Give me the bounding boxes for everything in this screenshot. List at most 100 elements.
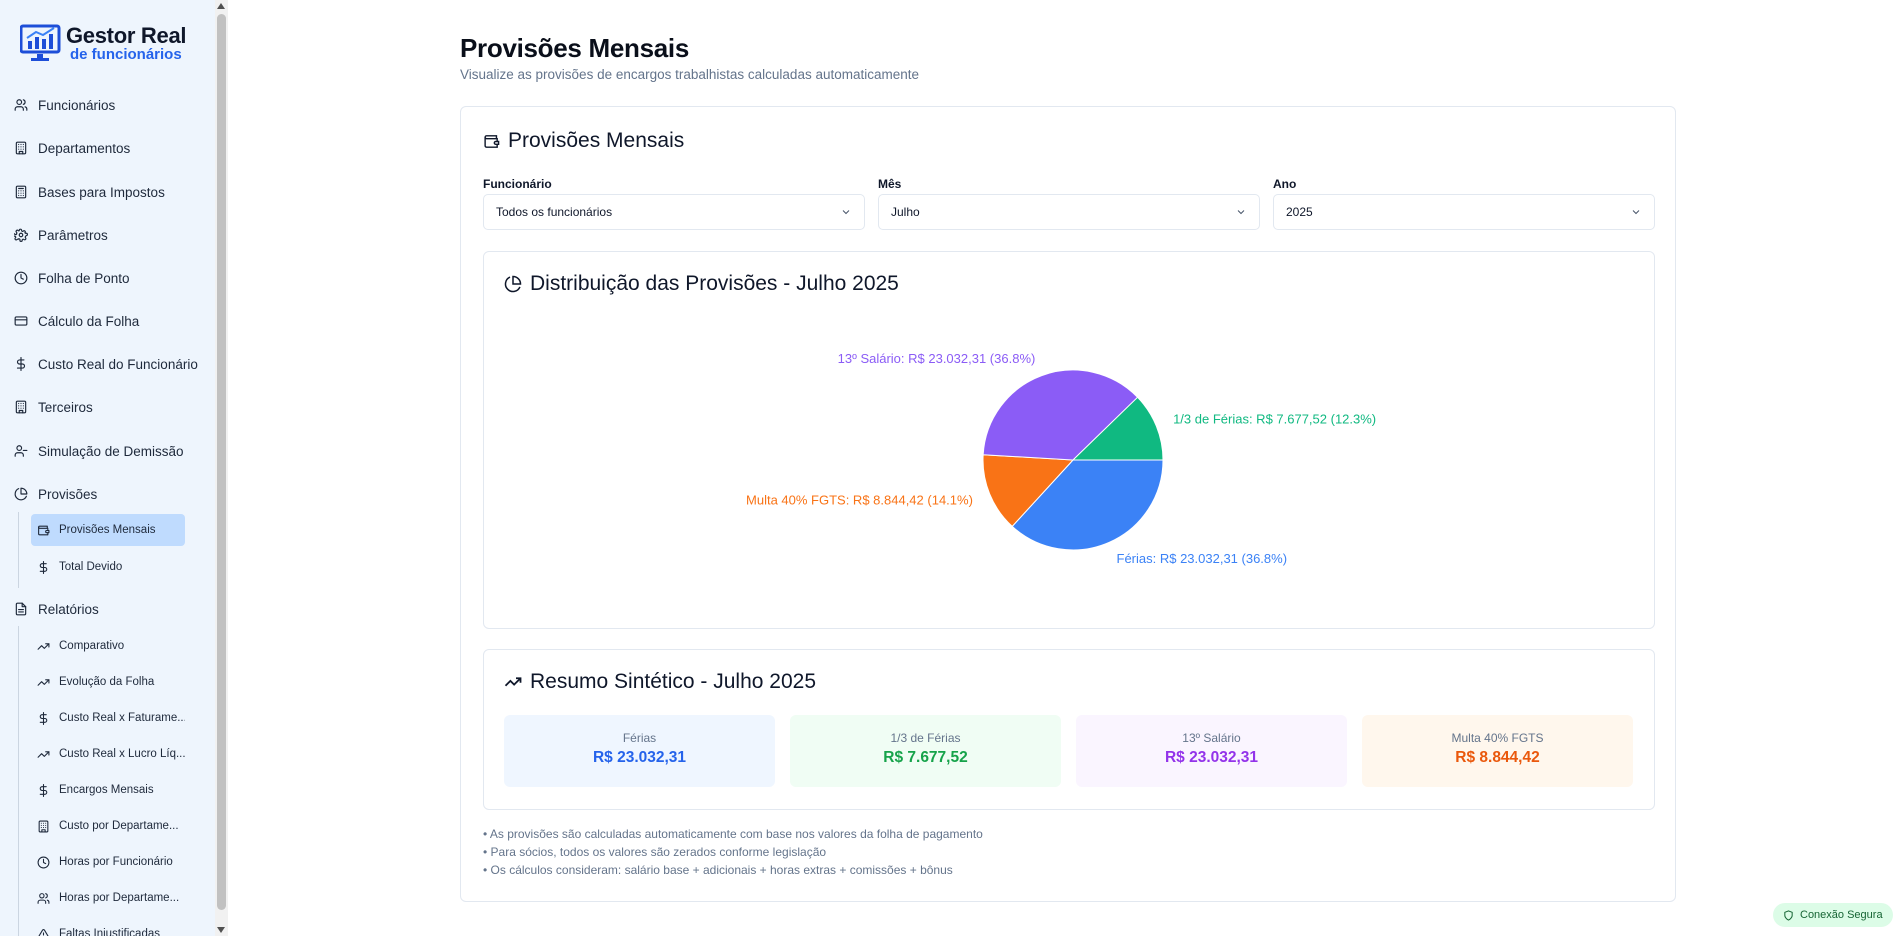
sidebar-subitem-label: Faltas Injustificadas	[59, 928, 160, 936]
sidebar-item-label: Funcionários	[38, 97, 116, 113]
summary-section: Resumo Sintético - Julho 2025 Férias R$ 2…	[483, 649, 1655, 810]
scroll-down-arrow[interactable]	[217, 927, 225, 933]
chevron-down-icon	[1237, 210, 1245, 215]
scroll-up-arrow[interactable]	[217, 3, 225, 9]
sidebar-subitem-custo-real-x-faturame[interactable]: Custo Real x Faturame...	[31, 702, 185, 734]
chevron-down-icon	[1632, 210, 1640, 215]
wallet-icon	[484, 134, 500, 148]
secure-connection-badge: Conexão Segura	[1773, 903, 1893, 927]
sidebar-subitem-label: Provisões Mensais	[59, 524, 156, 536]
trend-icon	[37, 642, 50, 650]
sidebar-subitem-provisoes-mensais[interactable]: Provisões Mensais	[31, 514, 185, 546]
sidebar-item-terceiros[interactable]: Terceiros	[14, 394, 93, 420]
sidebar-item-provisoes[interactable]: Provisões	[14, 481, 97, 507]
funcionario-select-value: Todos os funcionários	[496, 205, 613, 219]
sidebar-subitem-label: Custo Real x Faturame...	[59, 712, 185, 724]
chevron-down-icon	[842, 210, 850, 215]
pie-slice-1-3-de-ferias[interactable]	[1071, 396, 1164, 461]
shield-icon	[1784, 909, 1793, 921]
secure-connection-text: Conexão Segura	[1800, 909, 1883, 921]
summary-tile-value: R$ 7.677,52	[883, 749, 968, 766]
funcionario-label: Funcionário	[483, 177, 552, 191]
sidebar-subitem-faltas-injustificadas[interactable]: Faltas Injustificadas	[31, 918, 185, 936]
building-icon	[38, 820, 49, 832]
note-line: • Para sócios, todos os valores são zera…	[483, 845, 827, 859]
sidebar-subitem-total-devido[interactable]: Total Devido	[31, 551, 185, 583]
scroll-thumb[interactable]	[217, 14, 226, 910]
sidebar-scrollbar[interactable]	[215, 0, 228, 936]
sidebar-subitem-comparativo[interactable]: Comparativo	[31, 630, 185, 662]
users-icon	[14, 99, 28, 111]
page-title: Provisões Mensais	[460, 33, 690, 63]
summary-tile-value: R$ 23.032,31	[592, 749, 687, 766]
ano-select-value: 2025	[1286, 205, 1313, 219]
wallet-icon	[38, 525, 50, 535]
sidebar-item-custo-real-do-funcionario[interactable]: Custo Real do Funcionário	[14, 351, 198, 377]
dollar-icon	[39, 560, 48, 574]
sidebar-item-label: Custo Real do Funcionário	[38, 356, 198, 372]
summary-title: Resumo Sintético - Julho 2025	[504, 670, 816, 694]
summary-tile-1-3-de-ferias: 1/3 de Férias R$ 7.677,52	[790, 715, 1061, 787]
monitor-chart-icon	[20, 24, 61, 61]
sidebar-subitem-custo-por-departame[interactable]: Custo por Departame...	[31, 810, 185, 842]
brand-tagline: de funcionários	[70, 45, 182, 63]
mes-select-value: Julho	[891, 205, 920, 219]
pie-icon	[14, 487, 28, 501]
mes-select[interactable]: Julho	[878, 194, 1260, 230]
sidebar-subitem-encargos-mensais[interactable]: Encargos Mensais	[31, 774, 185, 806]
pie-slice-ferias[interactable]	[1011, 459, 1164, 551]
trending-up-icon	[504, 677, 522, 687]
funcionario-select[interactable]: Todos os funcionários	[483, 194, 865, 230]
submenu-divider	[18, 626, 19, 936]
sidebar: Gestor Real de funcionários Funcionários…	[0, 0, 215, 936]
ano-label: Ano	[1273, 177, 1297, 191]
sidebar-item-label: Simulação de Demissão	[38, 443, 184, 459]
clock-icon	[37, 856, 50, 868]
pie-slice-multa-40-fgts[interactable]	[982, 454, 1075, 528]
dollar-icon	[39, 711, 48, 725]
sidebar-item-parametros[interactable]: Parâmetros	[14, 222, 108, 248]
distribution-section: Distribuição das Provisões - Julho 2025 …	[483, 251, 1655, 629]
brand-logo[interactable]: Gestor Real de funcionários	[20, 22, 187, 63]
sidebar-item-label: Relatórios	[38, 601, 99, 617]
sidebar-subitem-label: Encargos Mensais	[59, 784, 154, 796]
pie-label-1-3-de-ferias: 1/3 de Férias: R$ 7.677,52 (12.3%)	[1173, 411, 1376, 426]
sidebar-item-folha-de-ponto[interactable]: Folha de Ponto	[14, 265, 130, 291]
sidebar-subitem-horas-por-departame[interactable]: Horas por Departame...	[31, 882, 185, 914]
distribution-title: Distribuição das Provisões - Julho 2025	[504, 272, 899, 296]
sidebar-item-simulacao-de-demissao[interactable]: Simulação de Demissão	[14, 438, 184, 464]
sidebar-subitem-label: Horas por Funcionário	[59, 856, 173, 868]
summary-title-text: Resumo Sintético - Julho 2025	[530, 670, 816, 693]
pie-label-ferias: Férias: R$ 23.032,31 (36.8%)	[1117, 551, 1288, 566]
brand-name: Gestor Real	[66, 22, 187, 48]
sidebar-subitem-evolucao-da-folha[interactable]: Evolução da Folha	[31, 666, 185, 698]
pie-chart-icon	[504, 275, 522, 293]
provisions-pie-chart: Férias: R$ 23.032,31 (36.8%) Multa 40% FG…	[746, 351, 1376, 566]
summary-tile-ferias: Férias R$ 23.032,31	[504, 715, 775, 787]
pie-slice-13-salario[interactable]	[982, 369, 1139, 461]
summary-tile-value: R$ 23.032,31	[1164, 749, 1259, 766]
sidebar-subitem-custo-real-x-lucro-liq[interactable]: Custo Real x Lucro Líq...	[31, 738, 185, 770]
sidebar-item-calculo-da-folha[interactable]: Cálculo da Folha	[14, 308, 139, 334]
sidebar-item-relatorios[interactable]: Relatórios	[14, 596, 99, 622]
sidebar-subitem-label: Custo por Departame...	[59, 820, 179, 832]
sidebar-item-bases-para-impostos[interactable]: Bases para Impostos	[14, 179, 165, 205]
building-icon	[15, 400, 27, 414]
sidebar-subitem-label: Total Devido	[59, 561, 123, 573]
ano-select[interactable]: 2025	[1273, 194, 1655, 230]
summary-tile-label: 1/3 de Férias	[890, 731, 961, 745]
trend-icon	[37, 750, 50, 758]
sidebar-subitem-label: Comparativo	[59, 640, 125, 652]
sidebar-item-departamentos[interactable]: Departamentos	[14, 135, 130, 161]
dollar-icon	[16, 357, 26, 371]
alert-icon	[38, 928, 49, 936]
credit-card-icon	[14, 316, 28, 326]
note-line: • As provisões são calculadas automatica…	[483, 827, 983, 841]
summary-tile-label: 13º Salário	[1182, 731, 1241, 745]
sidebar-item-label: Cálculo da Folha	[38, 313, 140, 329]
card-title: Provisões Mensais	[483, 129, 684, 153]
card-title-text: Provisões Mensais	[508, 129, 685, 152]
sidebar-subitem-horas-por-funcionario[interactable]: Horas por Funcionário	[31, 846, 185, 878]
trend-icon	[37, 678, 50, 686]
sidebar-item-funcionarios[interactable]: Funcionários	[14, 92, 115, 118]
